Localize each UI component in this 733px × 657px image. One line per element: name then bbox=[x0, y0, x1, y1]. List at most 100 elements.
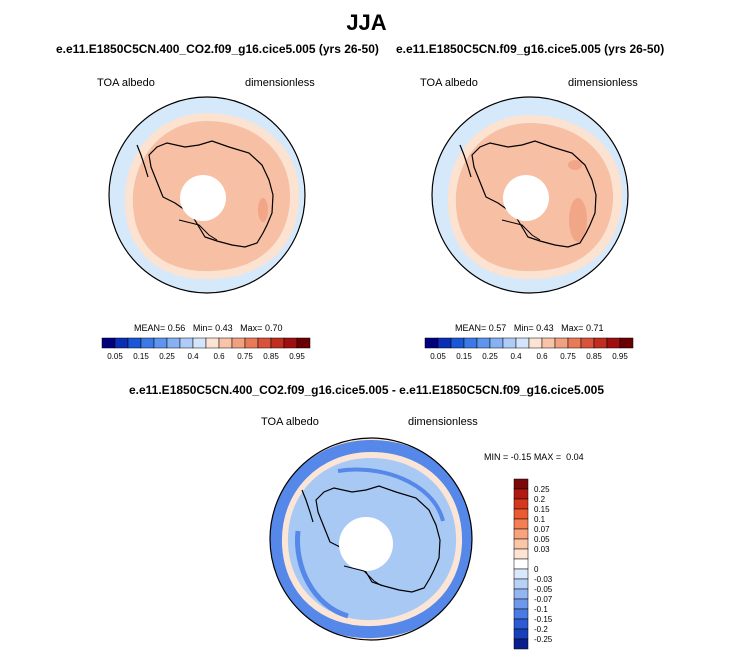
diff-colorbar: 0.250.20.150.10.070.050.030-0.03-0.05-0.… bbox=[513, 478, 553, 650]
panel1-colorbar-box-6 bbox=[179, 337, 194, 349]
panel1-colorbar-tick-label: 0.25 bbox=[159, 352, 175, 361]
panel1-stats: MEAN= 0.56 Min= 0.43 Max= 0.70 bbox=[134, 323, 283, 333]
panel1-units: dimensionless bbox=[245, 77, 315, 89]
panel1-colorbar: 0.05 0.15 0.25 0.4 0.6 0.75 0.85 0.95 bbox=[101, 337, 311, 361]
panel1-colorbar-box-3 bbox=[140, 337, 155, 349]
diff-colorbar-box-6 bbox=[513, 538, 529, 550]
panel1-pole-hole bbox=[180, 175, 226, 221]
panel2-colorbar-tick-label: 0.85 bbox=[586, 352, 602, 361]
panel1-colorbar-tick-label: 0.15 bbox=[133, 352, 149, 361]
panel1-colorbar-box-14 bbox=[283, 337, 298, 349]
diff-colorbar-tick-label: 0.1 bbox=[534, 515, 546, 524]
panel1-colorbar-box-0 bbox=[101, 337, 116, 349]
panel2-continent bbox=[471, 140, 597, 248]
diff-colorbar-box-4 bbox=[513, 518, 529, 530]
diff-colorbar-box-7 bbox=[513, 548, 529, 560]
diff-colorbar-box-11 bbox=[513, 588, 529, 600]
panel1-colorbar-tick-label: 0.05 bbox=[107, 352, 123, 361]
panel2-colorbar-tick-label: 0.4 bbox=[510, 352, 522, 361]
panel1-colorbar-box-15 bbox=[296, 337, 311, 349]
diff-colorbar-box-9 bbox=[513, 568, 529, 580]
panel2-colorbar-tick-label: 0.95 bbox=[612, 352, 628, 361]
panel2-title: e.e11.E1850C5CN.f09_g16.cice5.005 (yrs 2… bbox=[396, 42, 665, 56]
panel1-colorbar-box-11 bbox=[244, 337, 259, 349]
panel2-colorbar-box-9 bbox=[541, 337, 556, 349]
diff-colorbar-box-15 bbox=[513, 628, 529, 640]
panel2-colorbar-box-1 bbox=[437, 337, 452, 349]
panel1-colorbar-box-5 bbox=[166, 337, 181, 349]
panel1-colorbar-tick-label: 0.4 bbox=[187, 352, 199, 361]
diff-title: e.e11.E1850C5CN.400_CO2.f09_g16.cice5.00… bbox=[128, 383, 604, 397]
diff-variable: TOA albedo bbox=[261, 416, 319, 428]
panel1-colorbar-box-10 bbox=[231, 337, 246, 349]
panel2-colorbar-box-2 bbox=[450, 337, 465, 349]
panel1-colorbar-box-12 bbox=[257, 337, 272, 349]
diff-continent bbox=[315, 485, 441, 593]
panel2-colorbar-box-7 bbox=[515, 337, 530, 349]
diff-colorbar-box-3 bbox=[513, 508, 529, 520]
diff-colorbar-box-8 bbox=[513, 558, 529, 570]
panel2-colorbar: 0.05 0.15 0.25 0.4 0.6 0.75 0.85 0.95 bbox=[424, 337, 634, 361]
diff-colorbar-tick-label: -0.25 bbox=[534, 635, 553, 644]
panel2-colorbar-box-5 bbox=[489, 337, 504, 349]
diff-colorbar-box-1 bbox=[513, 488, 529, 500]
diff-colorbar-tick-label: 0 bbox=[534, 565, 539, 574]
diff-colorbar-tick-label: 0.15 bbox=[534, 505, 550, 514]
panel2-colorbar-box-4 bbox=[476, 337, 491, 349]
panel2-ice-high bbox=[569, 198, 587, 242]
diff-colorbar-tick-label: -0.05 bbox=[534, 585, 553, 594]
diff-colorbar-tick-label: 0.07 bbox=[534, 525, 550, 534]
diff-colorbar-tick-label: -0.2 bbox=[534, 625, 548, 634]
diff-colorbar-box-5 bbox=[513, 528, 529, 540]
panel2-stats: MEAN= 0.57 Min= 0.43 Max= 0.71 bbox=[455, 323, 604, 333]
diff-units: dimensionless bbox=[408, 416, 478, 428]
diff-colorbar-tick-label: 0.03 bbox=[534, 545, 550, 554]
panel1-colorbar-box-2 bbox=[127, 337, 142, 349]
diff-colorbar-tick-label: -0.15 bbox=[534, 615, 553, 624]
panel2-colorbar-box-3 bbox=[463, 337, 478, 349]
diff-colorbar-tick-label: 0.2 bbox=[534, 495, 546, 504]
diff-negative-band bbox=[270, 439, 472, 639]
panel2-colorbar-tick-label: 0.05 bbox=[430, 352, 446, 361]
diff-colorbar-box-0 bbox=[513, 478, 529, 490]
panel1-colorbar-tick-label: 0.95 bbox=[289, 352, 305, 361]
panel1-colorbar-box-13 bbox=[270, 337, 285, 349]
diff-colorbar-tick-label: -0.1 bbox=[534, 605, 548, 614]
main-title: JJA bbox=[346, 10, 387, 35]
panel2-colorbar-box-0 bbox=[424, 337, 439, 349]
panel2-colorbar-tick-label: 0.25 bbox=[482, 352, 498, 361]
diff-colorbar-box-10 bbox=[513, 578, 529, 590]
panel2-colorbar-box-10 bbox=[554, 337, 569, 349]
panel1-map bbox=[108, 96, 306, 294]
panel1-colorbar-box-4 bbox=[153, 337, 168, 349]
panel2-colorbar-tick-label: 0.6 bbox=[536, 352, 548, 361]
panel2-colorbar-box-15 bbox=[619, 337, 634, 349]
panel1-colorbar-tick-label: 0.6 bbox=[213, 352, 225, 361]
panel1-continent bbox=[148, 140, 274, 248]
diff-colorbar-tick-label: -0.07 bbox=[534, 595, 553, 604]
diff-pole-hole bbox=[339, 517, 393, 571]
panel2-colorbar-box-8 bbox=[528, 337, 543, 349]
panel2-variable: TOA albedo bbox=[420, 77, 478, 89]
diff-colorbar-tick-label: -0.03 bbox=[534, 575, 553, 584]
diff-colorbar-box-14 bbox=[513, 618, 529, 630]
panel2-map bbox=[431, 96, 629, 294]
panel1-ice-high bbox=[258, 198, 268, 222]
diff-colorbar-box-13 bbox=[513, 608, 529, 620]
panel2-units: dimensionless bbox=[568, 77, 638, 89]
panel1-colorbar-box-9 bbox=[218, 337, 233, 349]
diff-colorbar-tick-label: 0.05 bbox=[534, 535, 550, 544]
diff-map bbox=[269, 437, 473, 641]
panel1-colorbar-box-7 bbox=[192, 337, 207, 349]
diff-colorbar-box-12 bbox=[513, 598, 529, 610]
panel2-colorbar-box-13 bbox=[593, 337, 608, 349]
panel2-colorbar-box-11 bbox=[567, 337, 582, 349]
panel2-colorbar-box-14 bbox=[606, 337, 621, 349]
diff-colorbar-box-2 bbox=[513, 498, 529, 510]
panel2-pole-hole bbox=[503, 175, 549, 221]
panel2-colorbar-box-6 bbox=[502, 337, 517, 349]
panel1-colorbar-tick-label: 0.75 bbox=[237, 352, 253, 361]
panel1-colorbar-box-8 bbox=[205, 337, 220, 349]
diff-stats: MIN = -0.15 MAX = 0.04 bbox=[484, 452, 584, 462]
diff-colorbar-tick-label: 0.25 bbox=[534, 485, 550, 494]
